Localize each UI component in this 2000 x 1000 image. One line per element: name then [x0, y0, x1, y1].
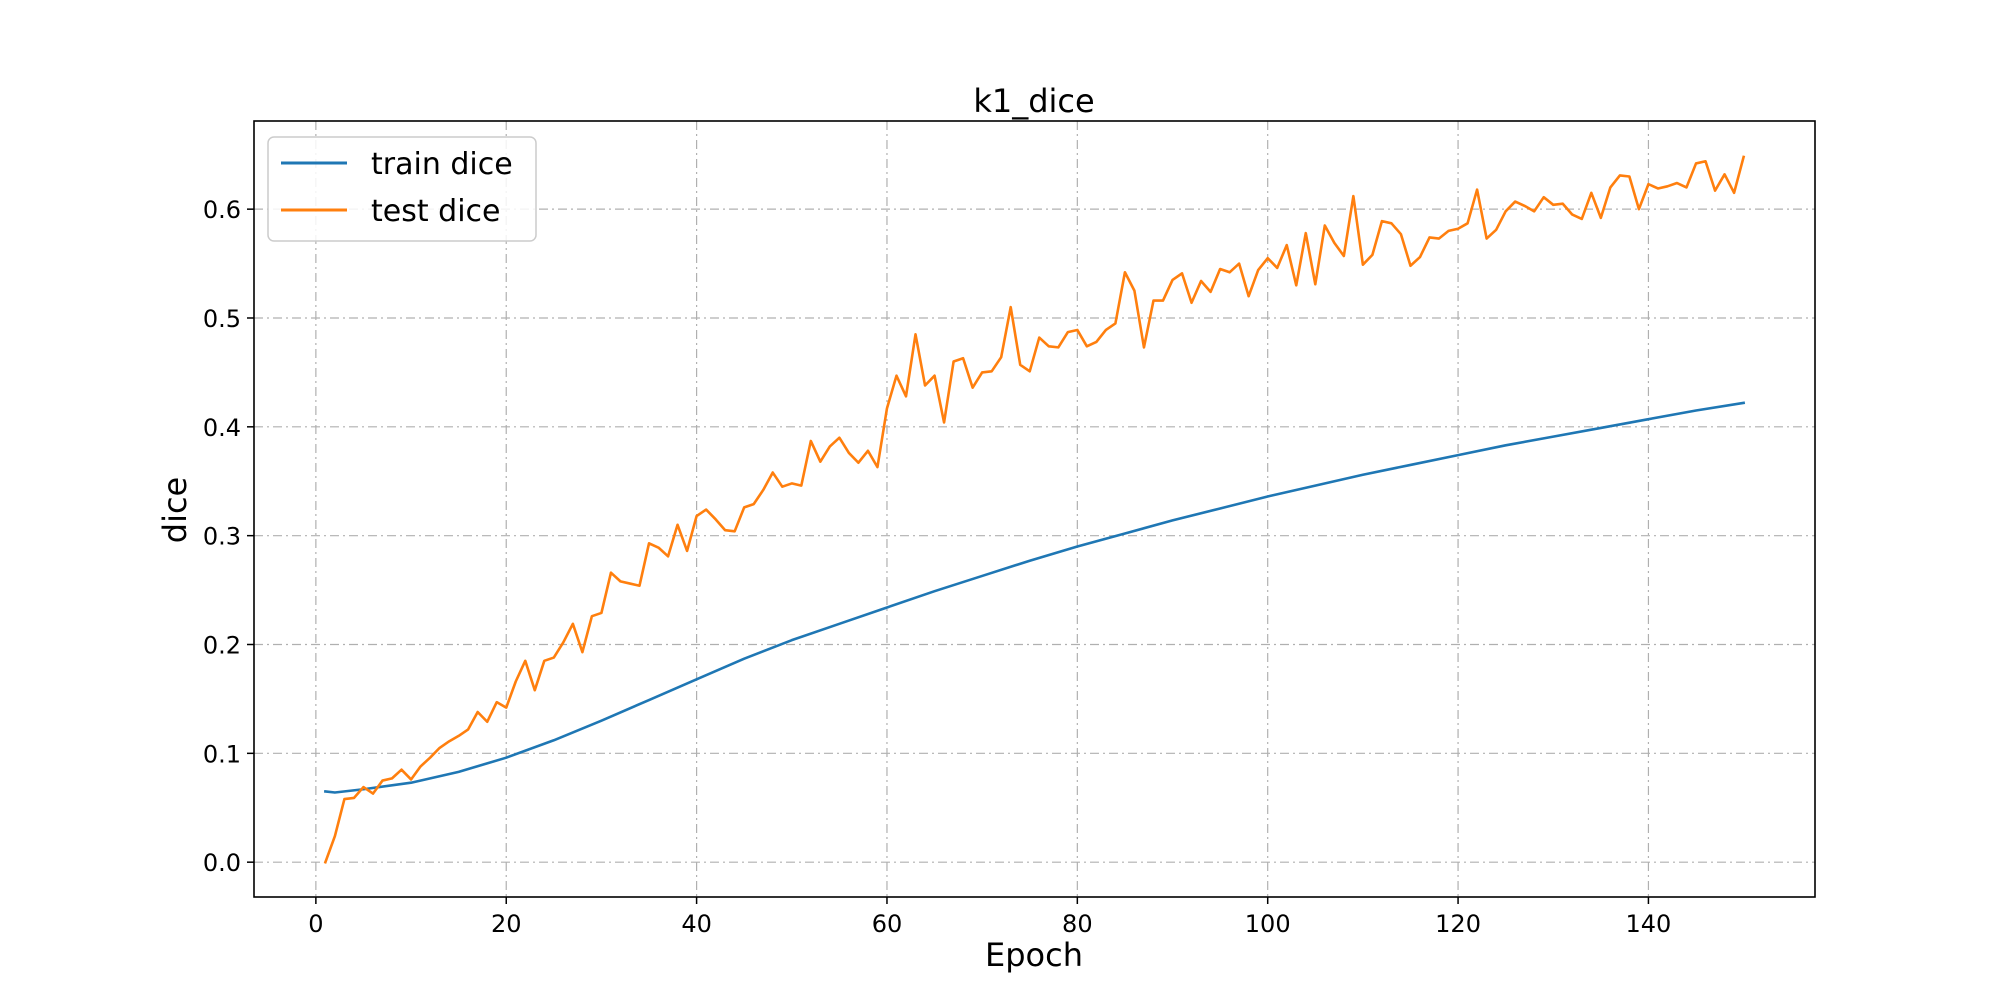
y-tick-label: 0.5: [203, 305, 241, 333]
x-tick-label: 120: [1435, 910, 1481, 938]
x-tick-label: 20: [491, 910, 522, 938]
chart-title: k1_dice: [973, 82, 1094, 120]
y-tick-label: 0.2: [203, 632, 241, 660]
series-line-train-dice: [323, 401, 1746, 794]
x-tick-label: 60: [872, 910, 903, 938]
plot-frame: [253, 120, 1816, 898]
y-tick-label: 0.6: [203, 196, 241, 224]
y-tick-label: 0.4: [203, 414, 241, 442]
grid-lines: [254, 121, 1815, 897]
x-axis-label: Epoch: [985, 936, 1083, 974]
y-tick-label: 0.1: [203, 740, 241, 768]
y-axis-label: dice: [156, 477, 194, 543]
x-tick-label: 100: [1245, 910, 1291, 938]
x-tick-label: 0: [308, 910, 323, 938]
x-tick-label: 40: [681, 910, 712, 938]
x-tick-label: 140: [1626, 910, 1672, 938]
x-tick-label: 80: [1062, 910, 1093, 938]
y-tick-label: 0.3: [203, 523, 241, 551]
legend-label-test-dice: test dice: [371, 194, 500, 229]
legend-label-train-dice: train dice: [371, 147, 513, 182]
series-lines: [323, 155, 1746, 864]
axes: 0 20 40 60 80 100 120 140 0.0 0.1 0.2 0.3 0.4 0.5 0.6: [203, 196, 1672, 938]
legend: train dice test dice: [267, 136, 537, 242]
series-line-test-dice: [323, 155, 1746, 864]
y-tick-label: 0.0: [203, 849, 241, 877]
